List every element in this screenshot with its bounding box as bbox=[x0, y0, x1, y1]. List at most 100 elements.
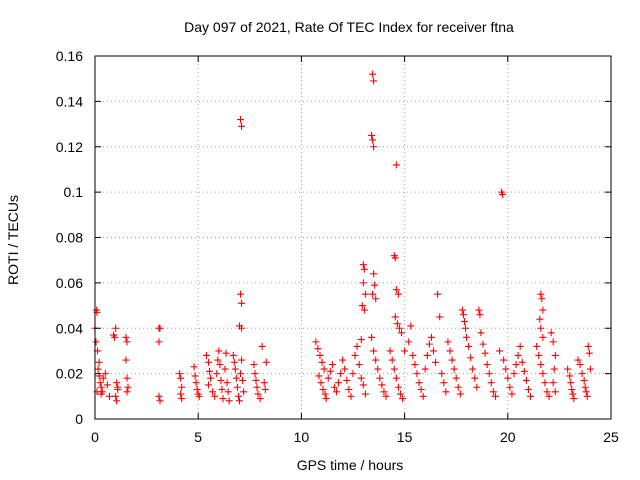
data-point bbox=[343, 376, 351, 384]
data-point bbox=[357, 336, 365, 344]
data-point bbox=[252, 376, 260, 384]
data-point bbox=[396, 390, 404, 398]
data-point bbox=[113, 379, 121, 387]
grid-lines bbox=[95, 56, 611, 419]
data-point bbox=[317, 379, 325, 387]
data-point bbox=[508, 390, 516, 398]
data-point bbox=[407, 322, 415, 330]
data-point bbox=[205, 381, 213, 389]
data-point bbox=[425, 340, 433, 348]
data-point bbox=[261, 386, 269, 394]
data-point bbox=[314, 345, 322, 353]
data-point bbox=[253, 383, 261, 391]
data-point bbox=[219, 395, 227, 403]
data-point bbox=[537, 290, 545, 298]
data-point bbox=[372, 356, 380, 364]
data-point bbox=[569, 390, 577, 398]
data-point bbox=[496, 347, 504, 355]
data-point bbox=[321, 390, 329, 398]
data-point bbox=[476, 311, 484, 319]
y-tick-label: 0.1 bbox=[64, 184, 84, 200]
data-point bbox=[583, 392, 591, 400]
data-point bbox=[527, 392, 535, 400]
data-point bbox=[351, 351, 359, 359]
data-point bbox=[229, 351, 237, 359]
chart-title: Day 097 of 2021, Rate Of TEC Index for r… bbox=[184, 19, 514, 35]
data-point bbox=[262, 358, 270, 366]
x-axis-label: GPS time / hours bbox=[297, 457, 404, 473]
data-point bbox=[409, 351, 417, 359]
x-tick-label: 0 bbox=[91, 429, 99, 445]
data-point bbox=[190, 363, 198, 371]
data-point bbox=[361, 390, 369, 398]
data-point bbox=[237, 370, 245, 378]
data-point bbox=[312, 338, 320, 346]
data-point bbox=[355, 361, 363, 369]
data-point bbox=[491, 392, 499, 400]
data-point bbox=[566, 372, 574, 380]
data-point bbox=[380, 388, 388, 396]
data-point bbox=[101, 370, 109, 378]
data-point bbox=[99, 374, 107, 382]
data-point bbox=[392, 161, 400, 169]
y-tick-label: 0.06 bbox=[56, 275, 83, 291]
data-point bbox=[370, 270, 378, 278]
data-point bbox=[260, 379, 268, 387]
data-point bbox=[370, 143, 378, 151]
data-point bbox=[537, 324, 545, 332]
data-point bbox=[217, 376, 225, 384]
x-tick-label: 15 bbox=[397, 429, 413, 445]
data-point bbox=[382, 392, 390, 400]
data-point bbox=[369, 136, 377, 144]
data-point bbox=[112, 392, 120, 400]
data-point bbox=[506, 383, 514, 391]
data-point bbox=[533, 342, 541, 350]
data-point bbox=[155, 338, 163, 346]
data-point bbox=[423, 351, 431, 359]
data-point bbox=[411, 361, 419, 369]
data-point bbox=[391, 313, 399, 321]
data-point bbox=[205, 358, 213, 366]
data-point bbox=[235, 397, 243, 405]
data-point bbox=[499, 190, 507, 198]
data-point bbox=[124, 383, 132, 391]
data-point bbox=[393, 320, 401, 328]
data-point bbox=[230, 358, 238, 366]
data-point bbox=[391, 254, 399, 262]
data-point bbox=[95, 358, 103, 366]
data-point bbox=[359, 261, 367, 269]
data-point bbox=[567, 379, 575, 387]
data-point bbox=[238, 356, 246, 364]
data-point bbox=[97, 390, 105, 398]
data-point bbox=[475, 306, 483, 314]
data-point bbox=[550, 365, 558, 373]
data-point bbox=[541, 379, 549, 387]
data-point bbox=[417, 386, 425, 394]
axis-ticks bbox=[94, 55, 612, 420]
x-tick-label: 25 bbox=[603, 429, 619, 445]
data-point bbox=[436, 313, 444, 321]
data-point bbox=[103, 381, 111, 389]
data-point bbox=[465, 342, 473, 350]
data-point bbox=[401, 347, 409, 355]
data-point bbox=[518, 358, 526, 366]
y-tick-labels: 0 0.02 0.04 0.06 0.08 0.1 0.12 0.14 0.16 bbox=[56, 48, 83, 427]
data-point bbox=[463, 333, 471, 341]
y-tick-label: 0.02 bbox=[56, 366, 83, 382]
data-point bbox=[328, 361, 336, 369]
data-point bbox=[206, 367, 214, 375]
data-point bbox=[570, 395, 578, 403]
data-point bbox=[585, 349, 593, 357]
data-point bbox=[535, 351, 543, 359]
data-point bbox=[341, 365, 349, 373]
data-point bbox=[374, 365, 382, 373]
data-point bbox=[221, 365, 229, 373]
y-tick-label: 0.04 bbox=[56, 320, 83, 336]
data-point bbox=[369, 70, 377, 78]
data-point bbox=[479, 340, 487, 348]
data-point bbox=[318, 358, 326, 366]
data-point bbox=[392, 286, 400, 294]
data-point bbox=[123, 388, 131, 396]
data-point bbox=[105, 392, 113, 400]
